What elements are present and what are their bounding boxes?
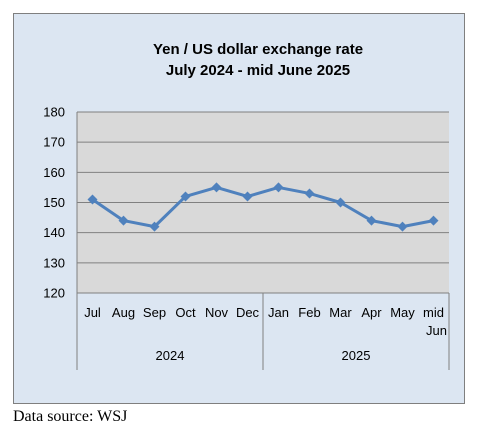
chart-title-line-2: July 2024 - mid June 2025 — [166, 62, 350, 79]
x-tick-label: Apr — [361, 305, 382, 320]
chart-frame: Yen / US dollar exchange rate July 2024 … — [13, 13, 465, 404]
y-tick-label: 160 — [43, 165, 65, 180]
x-group-label: 2025 — [342, 348, 371, 363]
data-point — [366, 215, 377, 226]
data-point — [211, 182, 222, 193]
data-point — [242, 191, 253, 202]
x-tick-label: Sep — [143, 305, 166, 320]
data-point — [397, 221, 408, 232]
x-tick-label: mid — [423, 305, 444, 320]
data-point — [273, 182, 284, 193]
x-tick-label: Aug — [112, 305, 135, 320]
y-tick-label: 170 — [43, 135, 65, 150]
data-point — [335, 197, 346, 208]
data-point — [149, 221, 160, 232]
data-point — [180, 191, 191, 202]
y-tick-label: 150 — [43, 195, 65, 210]
x-tick-label: Jun — [426, 323, 447, 338]
x-group-label: 2024 — [156, 348, 185, 363]
data-point — [304, 188, 315, 199]
chart: Yen / US dollar exchange rate July 2024 … — [43, 41, 450, 370]
x-tick-label: May — [390, 305, 415, 320]
chart-title-line-1: Yen / US dollar exchange rate — [153, 41, 363, 58]
x-tick-label: Jul — [84, 305, 101, 320]
x-tick-label: Feb — [298, 305, 320, 320]
y-tick-label: 140 — [43, 225, 65, 240]
y-tick-label: 120 — [43, 286, 65, 301]
x-tick-label: Oct — [175, 305, 196, 320]
data-point — [428, 215, 439, 226]
x-tick-label: Nov — [205, 305, 229, 320]
x-tick-label: Dec — [236, 305, 260, 320]
data-source-note: Data source: WSJ — [13, 408, 128, 425]
x-tick-label: Jan — [268, 305, 289, 320]
x-tick-label: Mar — [329, 305, 352, 320]
y-tick-label: 130 — [43, 255, 65, 270]
data-point — [87, 194, 98, 205]
data-point — [118, 215, 129, 226]
series-line — [91, 185, 434, 229]
y-tick-label: 180 — [43, 105, 65, 120]
